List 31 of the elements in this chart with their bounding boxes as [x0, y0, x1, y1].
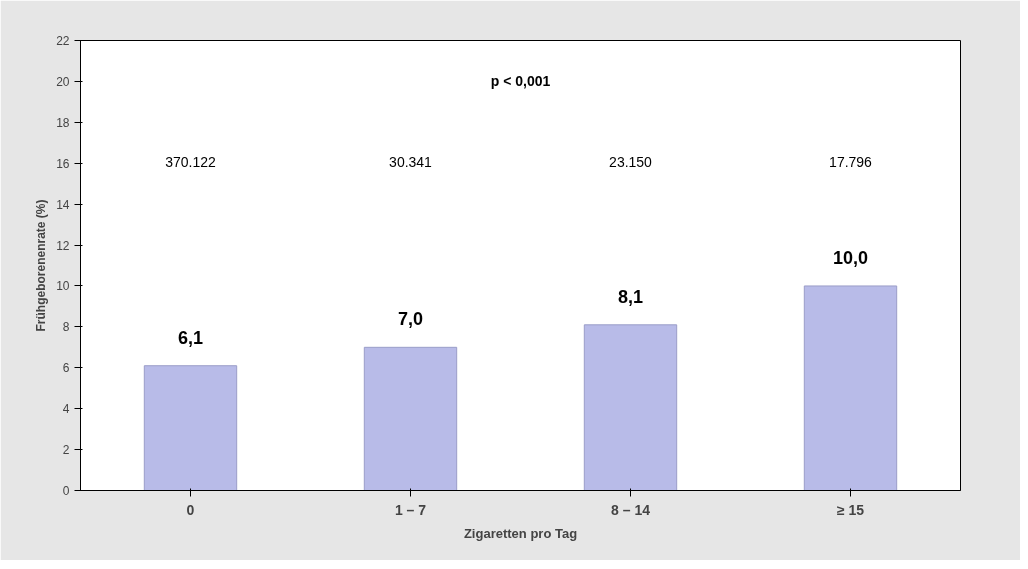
- y-tick-label: 22: [56, 34, 70, 48]
- data-label: 8,1: [617, 286, 644, 307]
- x-axis-title: Zigaretten pro Tag: [463, 525, 578, 541]
- annotation: 23.150: [609, 154, 653, 170]
- y-tick-label: 16: [56, 156, 70, 171]
- x-tick-label: 0: [186, 501, 195, 518]
- y-tick-label: 8: [62, 320, 70, 335]
- y-tick-label: 0: [62, 484, 70, 498]
- annotation: 30.341: [389, 154, 433, 170]
- bar: [363, 346, 458, 491]
- y-tick-label: 4: [62, 402, 70, 417]
- y-tick-label: 14: [56, 197, 70, 212]
- y-tick-label: 10: [56, 279, 70, 294]
- annotation: p < 0,001: [490, 72, 551, 89]
- y-tick-label: 12: [56, 238, 70, 253]
- y-axis-title: Frühgeborenenrate (%): [34, 199, 49, 332]
- annotation: 17.796: [829, 154, 873, 170]
- x-tick-label: 1 – 7: [394, 501, 427, 518]
- x-tick-label: 8 – 14: [611, 501, 651, 518]
- y-tick-label: 2: [62, 443, 70, 458]
- x-tick-label: ≥ 15: [836, 501, 865, 518]
- y-tick-label: 20: [56, 74, 70, 89]
- data-label: 6,1: [177, 327, 204, 348]
- data-label: 7,0: [397, 309, 424, 330]
- bar: [143, 365, 238, 491]
- y-tick-label: 6: [62, 361, 70, 376]
- bar: [583, 324, 678, 491]
- data-label: 10,0: [832, 247, 869, 268]
- bar: [803, 285, 898, 491]
- y-tick-label: 18: [56, 115, 70, 130]
- annotation: 370.122: [165, 154, 217, 170]
